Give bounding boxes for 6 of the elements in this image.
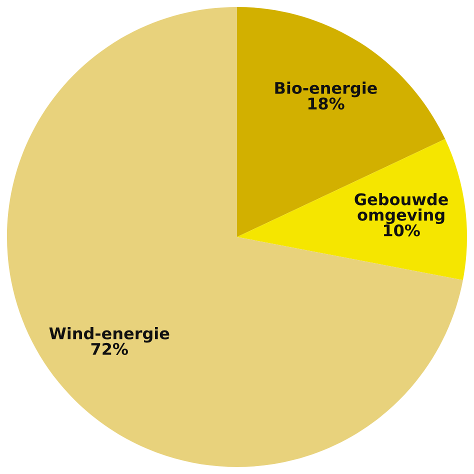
data-label: 18% — [308, 98, 344, 110]
slice-label: Gebouwde omgeving — [354, 192, 448, 224]
data-label: 10% — [384, 224, 420, 236]
data-label: 72% — [91, 342, 128, 355]
slice-label: Bio-energie — [275, 82, 377, 98]
slice-label: Wind-energie — [49, 327, 170, 343]
